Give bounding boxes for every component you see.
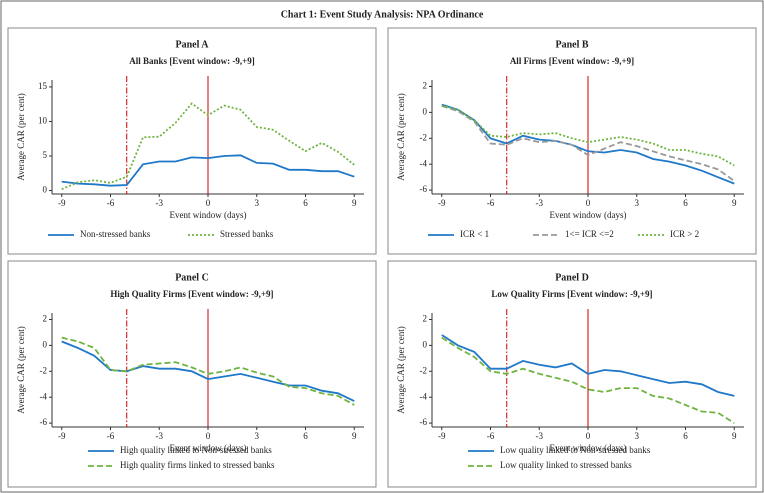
- legend-label: 1<= ICR <=2: [565, 229, 614, 239]
- y-tick-label: 2: [43, 314, 48, 324]
- y-tick-label: 0: [423, 339, 428, 349]
- y-axis-label: Average CAR (per cent): [16, 93, 26, 181]
- legend-label: ICR > 2: [670, 229, 699, 239]
- panel-title: High Quality Firms [Event window: -9,+9]: [110, 289, 273, 299]
- x-tick-label: 6: [303, 198, 308, 208]
- y-axis-label: Average CAR (per cent): [396, 93, 406, 181]
- page-title: Chart 1: Event Study Analysis: NPA Ordin…: [281, 9, 484, 20]
- y-axis-label: Average CAR (per cent): [16, 326, 26, 414]
- y-tick-label: -4: [420, 391, 428, 401]
- legend-label: Non-stressed banks: [80, 229, 151, 239]
- x-tick-label: 9: [732, 431, 737, 441]
- x-tick-label: 3: [255, 198, 260, 208]
- series-line: [441, 105, 735, 167]
- y-tick-label: -2: [40, 365, 48, 375]
- panel-title: Low Quality Firms [Event window: -9,+9]: [491, 289, 652, 299]
- y-tick-label: 2: [423, 81, 428, 91]
- y-tick-label: -4: [40, 391, 48, 401]
- series-line: [441, 103, 735, 185]
- y-tick-label: -2: [420, 365, 428, 375]
- legend-label: High quality linked to Non-stressed bank…: [120, 445, 272, 455]
- x-tick-label: 3: [635, 198, 640, 208]
- x-tick-label: 9: [732, 198, 737, 208]
- x-tick-label: 6: [683, 198, 688, 208]
- x-tick-label: 0: [586, 198, 591, 208]
- x-tick-label: 9: [352, 198, 357, 208]
- panel-label: Panel C: [175, 272, 209, 283]
- y-tick-label: -6: [40, 417, 48, 427]
- legend-label: Low quality linked to Non-stressed banks: [500, 445, 651, 455]
- y-tick-label: 15: [38, 81, 48, 91]
- x-tick-label: -6: [487, 198, 495, 208]
- series-line: [61, 340, 355, 402]
- panel-title: All Firms [Event window: -9,+9]: [510, 56, 634, 66]
- x-axis-label: Event window (days): [170, 443, 247, 453]
- legend-label: Low quality linked to stressed banks: [500, 460, 632, 470]
- x-tick-label: 3: [635, 431, 640, 441]
- series-line: [61, 336, 355, 406]
- x-tick-label: -9: [438, 431, 446, 441]
- series-line: [441, 336, 735, 424]
- x-tick-label: 6: [683, 431, 688, 441]
- x-tick-label: -3: [536, 198, 544, 208]
- y-tick-label: 10: [38, 116, 48, 126]
- panel-border: [7, 260, 377, 488]
- x-tick-label: -6: [107, 198, 115, 208]
- y-tick-label: -4: [420, 158, 428, 168]
- y-tick-label: 0: [423, 106, 428, 116]
- x-tick-label: 6: [303, 431, 308, 441]
- x-tick-label: -6: [107, 431, 115, 441]
- legend-label: High quality firms linked to stressed ba…: [120, 460, 275, 470]
- y-tick-label: -2: [420, 132, 428, 142]
- panel-label: Panel A: [175, 39, 209, 50]
- y-tick-label: 5: [43, 150, 48, 160]
- x-tick-label: -3: [156, 431, 164, 441]
- x-tick-label: -9: [58, 198, 66, 208]
- series-line: [441, 334, 735, 397]
- x-axis-label: Event window (days): [550, 210, 627, 220]
- y-tick-label: 0: [43, 185, 48, 195]
- x-tick-label: 0: [206, 431, 211, 441]
- x-tick-label: -3: [156, 198, 164, 208]
- x-axis-label: Event window (days): [550, 443, 627, 453]
- panel-border: [387, 27, 757, 255]
- panel-title: All Banks [Event window: -9,+9]: [129, 56, 254, 66]
- x-axis-label: Event window (days): [170, 210, 247, 220]
- y-tick-label: -6: [420, 184, 428, 194]
- x-tick-label: -6: [487, 431, 495, 441]
- y-axis-label: Average CAR (per cent): [396, 326, 406, 414]
- panel-label: Panel D: [555, 272, 589, 283]
- x-tick-label: -9: [438, 198, 446, 208]
- x-tick-label: 3: [255, 431, 260, 441]
- legend-label: ICR < 1: [460, 229, 489, 239]
- series-line: [61, 154, 355, 187]
- panel-border: [7, 27, 377, 255]
- y-tick-label: 2: [423, 314, 428, 324]
- series-line: [61, 102, 355, 191]
- x-tick-label: 0: [206, 198, 211, 208]
- x-tick-label: -9: [58, 431, 66, 441]
- series-line: [441, 105, 735, 182]
- panel-label: Panel B: [555, 39, 588, 50]
- x-tick-label: 0: [586, 431, 591, 441]
- panel-border: [387, 260, 757, 488]
- x-tick-label: -3: [536, 431, 544, 441]
- x-tick-label: 9: [352, 431, 357, 441]
- legend-label: Stressed banks: [220, 229, 274, 239]
- y-tick-label: -6: [420, 417, 428, 427]
- y-tick-label: 0: [43, 339, 48, 349]
